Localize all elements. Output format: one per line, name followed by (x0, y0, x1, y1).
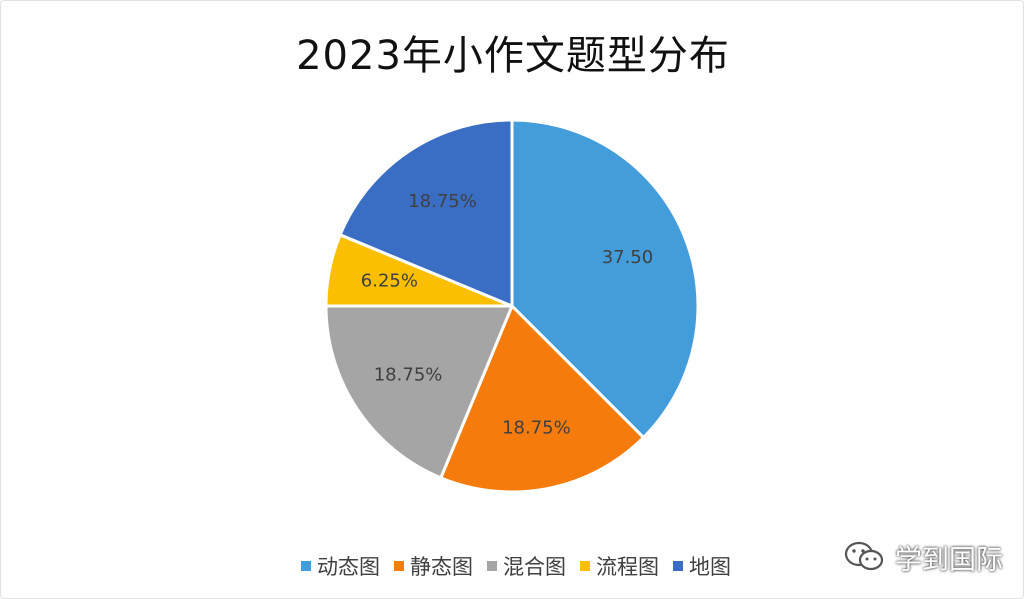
wechat-icon (843, 540, 887, 574)
legend-item-0: 动态图 (301, 551, 380, 581)
legend-swatch-2 (487, 561, 497, 571)
legend-label-2: 混合图 (503, 555, 566, 579)
legend-swatch-3 (580, 561, 590, 571)
pie-slice-0 (510, 118, 700, 440)
legend-label-0: 动态图 (317, 555, 380, 579)
data-label-2: 18.75% (374, 364, 443, 385)
legend-item-1: 静态图 (394, 551, 473, 581)
legend-swatch-4 (673, 561, 683, 571)
legend-label-1: 静态图 (410, 555, 473, 579)
legend-swatch-1 (394, 561, 404, 571)
legend-label-4: 地图 (689, 555, 731, 579)
chart-title: 2023年小作文题型分布 (296, 33, 730, 79)
watermark-text: 学到国际 (895, 544, 1003, 576)
chart-legend: 动态图 静态图 混合图 流程图 地图 (301, 551, 731, 581)
data-label-1: 18.75% (502, 418, 571, 439)
legend-item-3: 流程图 (580, 551, 659, 581)
pie-slice-2 (324, 304, 514, 480)
legend-swatch-0 (301, 561, 311, 571)
data-label-4: 18.75% (408, 191, 477, 212)
watermark: 学到国际 (843, 537, 1003, 577)
pie-slice-4 (338, 118, 514, 308)
data-label-3: 6.25% (361, 271, 418, 292)
legend-item-4: 地图 (673, 551, 731, 581)
data-label-0: 37.50 (602, 247, 654, 268)
legend-label-3: 流程图 (596, 555, 659, 579)
legend-item-2: 混合图 (487, 551, 566, 581)
pie-slice-1 (439, 304, 646, 494)
